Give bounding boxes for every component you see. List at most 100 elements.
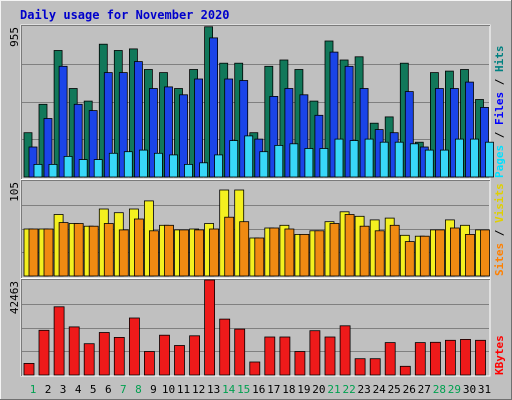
bar-pages-day-27 bbox=[424, 149, 434, 178]
legend-sites: Sites bbox=[493, 243, 506, 276]
bar-sites-day-6 bbox=[103, 223, 114, 277]
bar-pages-day-31 bbox=[485, 141, 494, 178]
bar-sites-day-29 bbox=[449, 227, 460, 277]
bar-files-day-1 bbox=[28, 146, 38, 178]
bar-sites-day-9 bbox=[148, 230, 159, 277]
bar-kbytes-day-23 bbox=[354, 358, 366, 376]
bar-pages-day-25 bbox=[394, 141, 404, 178]
panel-hits-max-label: 955 bbox=[8, 27, 21, 47]
bar-files-day-13 bbox=[209, 37, 219, 178]
bar-pages-day-2 bbox=[48, 163, 58, 178]
bar-sites-day-18 bbox=[284, 228, 295, 277]
bar-files-day-11 bbox=[179, 94, 188, 178]
x-tick-label-day-24: 24 bbox=[373, 383, 387, 396]
bar-kbytes-day-11 bbox=[174, 345, 185, 376]
x-tick-label-day-14: 14 bbox=[222, 383, 236, 396]
bar-kbytes-day-19 bbox=[294, 351, 306, 376]
bar-pages-day-23 bbox=[364, 138, 374, 178]
x-tick-label-day-11: 11 bbox=[177, 383, 190, 396]
bar-sites-day-25 bbox=[389, 224, 400, 277]
bar-files-day-30 bbox=[465, 81, 474, 178]
bar-sites-day-12 bbox=[194, 229, 205, 277]
bar-kbytes-day-24 bbox=[369, 358, 381, 376]
bar-sites-day-3 bbox=[58, 222, 69, 277]
bar-sites-day-4 bbox=[73, 223, 84, 277]
bar-sites-day-14 bbox=[224, 216, 235, 277]
bar-kbytes-day-5 bbox=[83, 343, 95, 376]
bar-pages-day-12 bbox=[199, 162, 209, 178]
bar-files-day-3 bbox=[58, 65, 68, 178]
bar-sites-day-2 bbox=[43, 228, 54, 277]
bar-files-day-12 bbox=[194, 78, 204, 178]
x-tick-label-day-2: 2 bbox=[45, 383, 52, 396]
bar-kbytes-day-28 bbox=[429, 341, 441, 376]
bar-pages-day-13 bbox=[214, 154, 224, 178]
bar-pages-day-19 bbox=[304, 148, 314, 178]
bar-kbytes-day-25 bbox=[384, 342, 396, 376]
bar-pages-day-21 bbox=[334, 138, 344, 178]
bar-files-day-19 bbox=[299, 94, 309, 178]
bar-sites-day-11 bbox=[179, 229, 189, 277]
bar-files-day-6 bbox=[103, 72, 113, 178]
bar-sites-day-22 bbox=[344, 214, 355, 277]
bar-kbytes-day-9 bbox=[143, 351, 155, 376]
bar-pages-day-6 bbox=[108, 152, 118, 178]
bar-kbytes-day-8 bbox=[128, 317, 140, 376]
bar-kbytes-day-1 bbox=[23, 362, 35, 376]
x-tick-label-day-20: 20 bbox=[312, 383, 325, 396]
bar-kbytes-day-29 bbox=[444, 339, 456, 376]
x-tick-label-day-28: 28 bbox=[433, 383, 446, 396]
bar-kbytes-day-31 bbox=[475, 339, 486, 376]
panel-kbytes-max-label: 42463 bbox=[8, 281, 21, 314]
x-tick-label-day-15: 15 bbox=[237, 383, 250, 396]
bar-kbytes-day-22 bbox=[339, 325, 351, 376]
bar-files-day-26 bbox=[404, 91, 414, 178]
bar-files-day-9 bbox=[148, 88, 158, 178]
bar-sites-day-24 bbox=[374, 230, 385, 277]
bar-files-day-29 bbox=[449, 88, 459, 178]
x-tick-label-day-13: 13 bbox=[207, 383, 220, 396]
x-tick-label-day-23: 23 bbox=[357, 383, 370, 396]
bar-sites-day-20 bbox=[314, 230, 325, 277]
bar-pages-day-30 bbox=[470, 138, 479, 178]
bar-kbytes-day-7 bbox=[113, 336, 125, 376]
bar-kbytes-day-18 bbox=[279, 336, 291, 376]
x-tick-label-day-4: 4 bbox=[75, 383, 82, 396]
x-tick-label-day-29: 29 bbox=[448, 383, 461, 396]
bar-kbytes-day-2 bbox=[38, 329, 50, 376]
bar-kbytes-day-6 bbox=[98, 332, 110, 376]
x-tick-label-day-9: 9 bbox=[150, 383, 157, 396]
bar-sites-day-8 bbox=[133, 218, 144, 277]
bar-kbytes-day-10 bbox=[159, 334, 170, 376]
panel-hits: 955 Pages / Files / Hits bbox=[8, 24, 506, 180]
bar-pages-day-14 bbox=[229, 140, 239, 178]
panel-visits: 105 Sites / Visits bbox=[8, 179, 506, 279]
panel-visits-max-label: 105 bbox=[8, 182, 21, 202]
bar-sites-day-28 bbox=[434, 229, 445, 277]
x-tick-label-day-19: 19 bbox=[297, 383, 310, 396]
bar-pages-day-9 bbox=[153, 152, 163, 178]
bar-sites-day-23 bbox=[359, 225, 370, 277]
bar-files-day-15 bbox=[239, 80, 249, 178]
chart-title: Daily usage for November 2020 bbox=[20, 8, 230, 22]
bar-kbytes-day-15 bbox=[234, 328, 246, 376]
bar-kbytes-day-16 bbox=[249, 361, 261, 376]
panel-visits-bars bbox=[23, 189, 490, 277]
bar-pages-day-1 bbox=[33, 163, 43, 178]
bar-sites-day-17 bbox=[269, 227, 280, 277]
legend-hits: Hits bbox=[493, 46, 506, 73]
x-tick-label-day-6: 6 bbox=[105, 383, 112, 396]
legend-visits: Visits bbox=[493, 183, 506, 223]
x-tick-label-day-3: 3 bbox=[60, 383, 67, 396]
x-tick-label-day-25: 25 bbox=[388, 383, 401, 396]
x-tick-label-day-30: 30 bbox=[463, 383, 476, 396]
bar-sites-day-15 bbox=[239, 221, 250, 277]
bar-files-day-28 bbox=[434, 88, 444, 178]
svg-text:Pages / Files / Hits: Pages / Files / Hits bbox=[493, 46, 506, 179]
bar-sites-day-31 bbox=[480, 229, 490, 277]
x-tick-label-day-27: 27 bbox=[418, 383, 431, 396]
bar-files-day-20 bbox=[314, 114, 324, 178]
bar-sites-day-21 bbox=[329, 223, 340, 277]
bar-pages-day-20 bbox=[319, 148, 329, 178]
